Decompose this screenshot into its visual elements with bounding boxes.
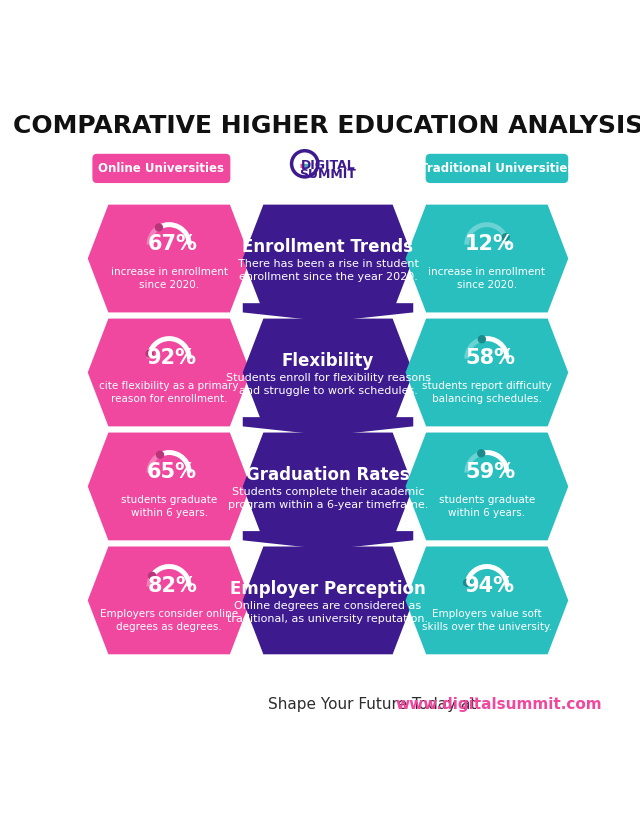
Text: Students enroll for flexibility reasons
and struggle to work schedules.: Students enroll for flexibility reasons …: [225, 372, 431, 395]
Text: 12%: 12%: [465, 234, 515, 254]
Text: Enrollment Trends: Enrollment Trends: [243, 238, 413, 256]
Polygon shape: [243, 304, 413, 323]
Polygon shape: [243, 433, 413, 541]
FancyBboxPatch shape: [426, 155, 568, 184]
Polygon shape: [243, 547, 413, 654]
Text: cite flexibility as a primary
reason for enrollment.: cite flexibility as a primary reason for…: [99, 380, 239, 404]
Text: There has been a rise in student
enrollment since the year 2020.: There has been a rise in student enrollm…: [237, 258, 419, 281]
Circle shape: [478, 337, 485, 343]
Polygon shape: [243, 532, 413, 550]
Polygon shape: [88, 547, 250, 654]
Text: students graduate
within 6 years.: students graduate within 6 years.: [121, 495, 217, 518]
Text: Flexibility: Flexibility: [282, 351, 374, 370]
Circle shape: [463, 580, 470, 586]
Polygon shape: [88, 205, 250, 313]
Text: Employer Perception: Employer Perception: [230, 580, 426, 597]
FancyBboxPatch shape: [305, 165, 309, 169]
Polygon shape: [243, 319, 413, 427]
Text: 65%: 65%: [147, 461, 197, 481]
Polygon shape: [406, 205, 568, 313]
Circle shape: [157, 452, 163, 459]
Text: Traditional Universities: Traditional Universities: [420, 162, 574, 175]
FancyBboxPatch shape: [92, 155, 230, 184]
Polygon shape: [88, 433, 250, 541]
Circle shape: [148, 572, 156, 580]
Text: 58%: 58%: [465, 347, 515, 368]
Text: 82%: 82%: [147, 576, 197, 595]
Text: Graduation Rates: Graduation Rates: [246, 466, 410, 484]
Text: DIGITAL: DIGITAL: [301, 159, 355, 172]
Polygon shape: [88, 319, 250, 427]
Text: students graduate
within 6 years.: students graduate within 6 years.: [439, 495, 535, 518]
Polygon shape: [243, 205, 413, 313]
Text: Employers consider online
degrees as degrees.: Employers consider online degrees as deg…: [100, 609, 238, 632]
Text: Online degrees are considered as
traditional, as university reputation.: Online degrees are considered as traditi…: [227, 600, 429, 623]
Circle shape: [156, 225, 163, 232]
Text: 94%: 94%: [465, 576, 515, 595]
Text: 59%: 59%: [465, 461, 515, 481]
Text: Employers value soft
skills over the university.: Employers value soft skills over the uni…: [422, 609, 552, 632]
Polygon shape: [243, 418, 413, 436]
Text: 92%: 92%: [147, 347, 197, 368]
Circle shape: [146, 351, 153, 357]
Text: www.digitalsummit.com: www.digitalsummit.com: [396, 696, 602, 711]
Text: 67%: 67%: [147, 234, 197, 254]
Polygon shape: [406, 433, 568, 541]
Polygon shape: [406, 319, 568, 427]
Text: Online Universities: Online Universities: [99, 162, 225, 175]
Text: increase in enrollment
since 2020.: increase in enrollment since 2020.: [111, 267, 228, 290]
Text: COMPARATIVE HIGHER EDUCATION ANALYSIS: COMPARATIVE HIGHER EDUCATION ANALYSIS: [13, 114, 640, 138]
Text: Shape Your Future Today at: Shape Your Future Today at: [268, 696, 481, 711]
Text: SUMMIT: SUMMIT: [300, 167, 356, 180]
Polygon shape: [406, 547, 568, 654]
Text: Students complete their academic
program within a 6-year timeframe.: Students complete their academic program…: [228, 486, 428, 509]
Text: increase in enrollment
since 2020.: increase in enrollment since 2020.: [428, 267, 545, 290]
Text: students report difficulty
balancing schedules.: students report difficulty balancing sch…: [422, 380, 552, 404]
Circle shape: [297, 157, 312, 172]
Circle shape: [502, 235, 509, 241]
Circle shape: [478, 451, 484, 457]
FancyBboxPatch shape: [301, 165, 305, 169]
